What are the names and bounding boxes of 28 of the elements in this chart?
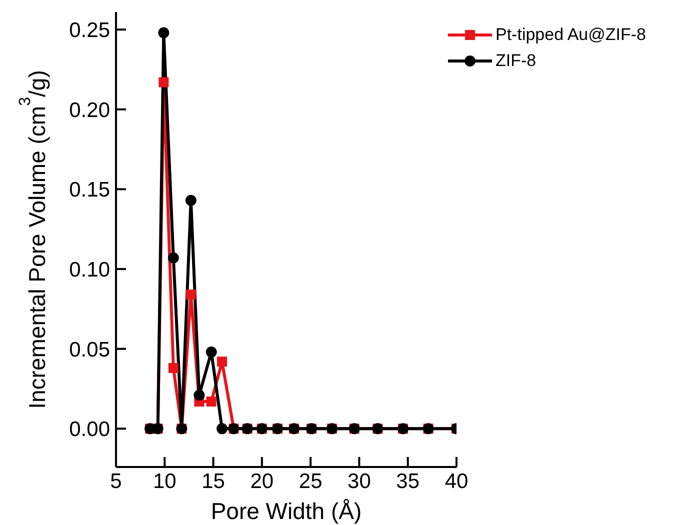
point [168,252,179,264]
point [158,77,169,88]
x-tick-label: 20 [250,470,274,493]
point [186,290,196,300]
point [194,390,205,401]
x-tick-label: 40 [444,470,468,493]
point [158,27,170,38]
point [168,363,178,374]
x-tick-label: 5 [110,470,122,493]
x-tick-label: 30 [348,470,371,493]
point [206,346,217,358]
y-tick-label: 0.20 [69,98,110,122]
x-axis-title: Pore Width (Å) [210,498,362,524]
legend-label: ZIF-8 [496,50,536,72]
point [217,356,228,367]
y-tick-label: 0.25 [69,19,110,42]
point [216,423,228,434]
y-tick-label: 0.10 [69,258,110,282]
x-tick-label: 10 [152,470,176,493]
x-tick-label: 25 [298,470,322,493]
point [206,396,216,407]
x-tick-label: 15 [202,470,225,493]
y-tick-label: 0.00 [69,418,110,442]
x-tick-label: 35 [396,470,420,493]
point [185,194,196,206]
legend-label: Pt-tipped Au@ZIF-8 [496,24,646,46]
y-tick-label: 0.05 [69,338,110,362]
y-tick-label: 0.15 [69,178,110,202]
